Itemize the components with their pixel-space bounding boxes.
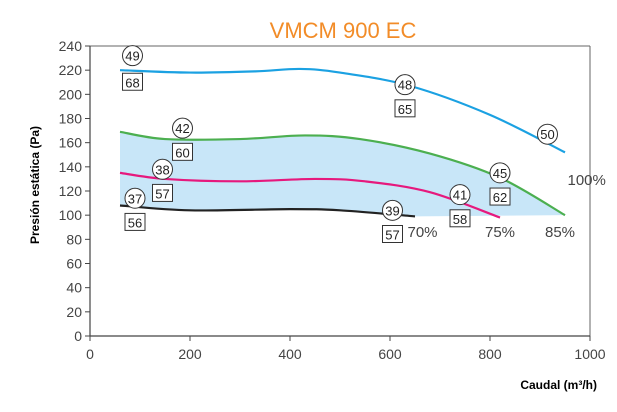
marker-box-label: 57 <box>385 228 399 243</box>
marker-circle-label: 49 <box>125 49 139 64</box>
marker-box <box>124 212 146 231</box>
marker-box <box>394 99 416 118</box>
y-tick-label: 0 <box>74 328 82 344</box>
x-tick-label: 600 <box>378 346 402 362</box>
y-tick-label: 220 <box>59 62 83 78</box>
series-label: 70% <box>408 224 438 241</box>
marker-box-label: 56 <box>128 215 142 230</box>
x-tick-label: 0 <box>86 346 94 362</box>
marker-box <box>152 183 173 202</box>
y-tick-label: 240 <box>59 38 83 54</box>
marker-box <box>449 209 471 228</box>
marker-circle <box>382 199 403 221</box>
marker-box-label: 68 <box>125 75 139 90</box>
marker-circle-label: 38 <box>155 162 169 177</box>
marker-circle-label: 48 <box>398 78 412 93</box>
marker-box <box>489 187 511 206</box>
chart-title: VMCM 900 EC <box>270 18 417 43</box>
marker-circle <box>394 74 416 96</box>
marker-box-label: 65 <box>398 102 412 117</box>
marker-box <box>122 72 143 91</box>
marker-box <box>382 225 403 243</box>
marker-circle-label: 42 <box>175 121 189 136</box>
y-tick-label: 160 <box>59 135 83 151</box>
marker-circle-label: 45 <box>493 166 507 181</box>
marker-circle <box>122 45 143 67</box>
y-tick-label: 20 <box>66 304 82 320</box>
marker-box-label: 58 <box>453 212 467 227</box>
marker-circle <box>537 123 558 145</box>
y-axis-label: Presión estática (Pa) <box>28 126 42 244</box>
x-tick-label: 400 <box>278 346 302 362</box>
y-tick-label: 80 <box>66 231 82 247</box>
marker-circle-label: 39 <box>385 203 399 218</box>
marker-circle <box>172 117 193 139</box>
marker-box-label: 60 <box>175 145 189 160</box>
marker-box-label: 62 <box>493 190 507 205</box>
y-tick-label: 180 <box>59 111 83 127</box>
x-tick-label: 200 <box>178 346 202 362</box>
series-line-100pct <box>119 67 566 154</box>
marker-circle <box>449 184 471 206</box>
plot-area: 0 20 40 60 80 100 120 140 160 180 200 220 240 0 200 400… <box>59 38 606 362</box>
marker-box <box>172 142 193 161</box>
marker-circle <box>152 158 173 180</box>
marker-circle-label: 37 <box>128 191 142 206</box>
x-tick-label: 1000 <box>574 346 605 362</box>
series-label: 100% <box>568 172 606 189</box>
y-tick-label: 120 <box>59 183 83 199</box>
marker-box-label: 57 <box>155 186 169 201</box>
series-label: 75% <box>485 224 515 241</box>
marker-circle <box>124 187 146 209</box>
series-line-70pct <box>119 204 416 218</box>
y-tick-label: 200 <box>59 86 83 102</box>
y-tick-label: 140 <box>59 159 83 175</box>
y-tick-label: 100 <box>59 207 83 223</box>
marker-circle-label: 41 <box>453 188 467 203</box>
x-axis-label: Caudal (m³/h) <box>520 378 597 392</box>
y-tick-label: 40 <box>66 280 82 296</box>
x-tick-label: 800 <box>478 346 502 362</box>
marker-circle <box>489 162 511 184</box>
marker-circle-label: 50 <box>540 127 554 142</box>
y-tick-label: 60 <box>66 256 82 272</box>
series-label: 85% <box>545 224 575 241</box>
